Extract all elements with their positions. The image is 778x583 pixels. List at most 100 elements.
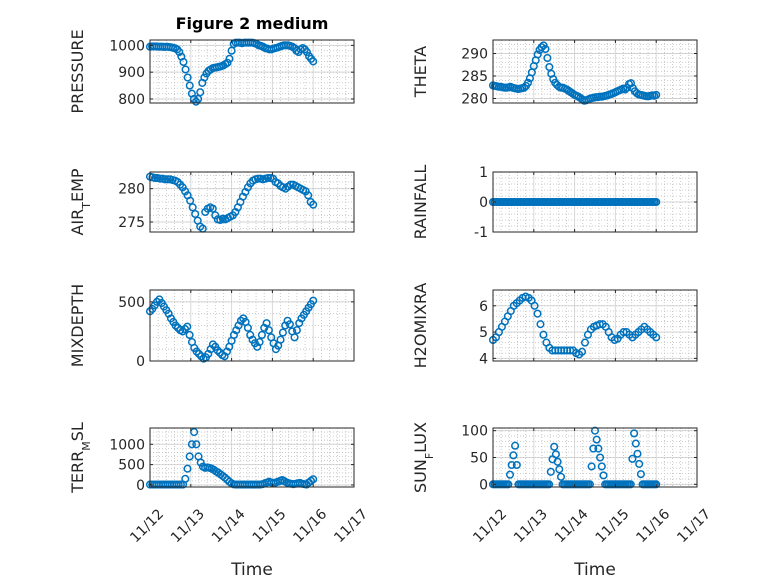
data-point [276, 335, 285, 344]
y-tick-label: 285 [461, 69, 488, 85]
subplot-4: -1 0 1 RAINFALL [411, 165, 698, 241]
data-point [587, 462, 596, 471]
axes-box [492, 289, 698, 362]
data-point [262, 319, 271, 328]
data-point [181, 65, 190, 74]
x-axis-label-left: Time [230, 560, 273, 580]
y-tick-label: 100 [461, 424, 488, 440]
data-point [309, 296, 318, 305]
data-point [163, 175, 172, 184]
data-point [196, 458, 205, 467]
data-point [185, 330, 194, 340]
x-tick-label: 11/12 [470, 506, 510, 546]
plot-area [150, 428, 354, 487]
data-point [546, 467, 555, 476]
data-point [208, 204, 217, 213]
data-point [171, 321, 180, 330]
data-point [596, 453, 605, 462]
data-point [185, 452, 194, 461]
data-point [152, 297, 162, 306]
plot-area [493, 290, 697, 361]
data-point [505, 470, 515, 479]
data-point [191, 209, 200, 219]
x-tick-label: 11/13 [511, 506, 551, 546]
data-point [225, 54, 234, 63]
y-tick-label: 50 [470, 451, 488, 467]
data-point [155, 174, 165, 183]
y-tick-label: 290 [461, 47, 488, 63]
data-point [541, 44, 550, 54]
x-tick-label: 11/12 [127, 506, 167, 546]
data-point [292, 326, 301, 335]
data-point [652, 333, 661, 342]
y-tick-label: 1000 [109, 437, 145, 453]
data-point [264, 326, 273, 335]
data-point [243, 323, 252, 332]
y-tick-label: 0 [136, 478, 145, 494]
data-point [223, 58, 232, 67]
y-tick-label: -1 [474, 225, 488, 241]
data-point [539, 330, 548, 339]
x-tick-label: 11/17 [331, 506, 371, 546]
data-point [236, 316, 245, 325]
data-point [286, 180, 295, 189]
data-point [652, 197, 661, 207]
data-point [589, 444, 598, 453]
y-axis-label: PRESSURE [68, 29, 87, 113]
y-tick-label: 5 [479, 325, 488, 341]
data-point [594, 444, 603, 453]
data-point [555, 465, 564, 474]
data-point [545, 480, 554, 489]
data-point [543, 53, 552, 63]
x-tick-label: 11/13 [168, 506, 208, 546]
data-point [183, 322, 192, 331]
data-point [507, 460, 516, 470]
data-point [590, 426, 600, 435]
data-point [263, 173, 273, 183]
y-axis-label: H2OMIXRA [411, 283, 430, 369]
data-point [213, 346, 222, 355]
data-point [553, 457, 562, 466]
data-point [285, 320, 294, 329]
data-point [520, 83, 529, 92]
y-tick-label: 280 [461, 92, 488, 108]
data-point [626, 79, 635, 88]
data-point [188, 203, 197, 212]
data-point [278, 328, 287, 337]
data-point [161, 175, 170, 184]
x-tick-label: 11/15 [250, 506, 290, 546]
data-point [630, 429, 639, 438]
axes-box [149, 427, 355, 488]
data-point [187, 440, 196, 449]
subplot-6: 4 5 6 H2OMIXRA [411, 283, 698, 369]
y-axis-label: AIRTEMP [68, 168, 93, 235]
data-point [585, 480, 594, 489]
data-point [636, 470, 645, 479]
data-point [253, 174, 263, 183]
data-point [309, 475, 318, 484]
y-axis-label: MIXDEPTH [68, 284, 87, 367]
y-axis-label: THETA [411, 46, 430, 98]
x-tick-label: 11/14 [552, 506, 592, 546]
data-point [551, 450, 560, 459]
data-point [220, 473, 230, 482]
data-point [183, 73, 192, 82]
data-point [530, 301, 539, 310]
subplot-5: 0 500 MIXDEPTH [68, 284, 355, 370]
data-point [190, 428, 199, 437]
data-point [652, 480, 661, 489]
y-tick-label: 0 [479, 195, 488, 211]
data-point [185, 81, 194, 90]
data-point [183, 464, 192, 473]
data-point [197, 352, 206, 361]
data-point [309, 200, 318, 209]
data-point [196, 88, 205, 97]
y-axis-label: SUNFLUX [411, 422, 436, 493]
data-point [633, 449, 642, 458]
data-point [194, 349, 204, 358]
y-tick-label: 1000 [109, 38, 145, 54]
data-point [537, 43, 546, 52]
y-tick-label: 275 [118, 215, 145, 231]
data-point [509, 451, 518, 460]
